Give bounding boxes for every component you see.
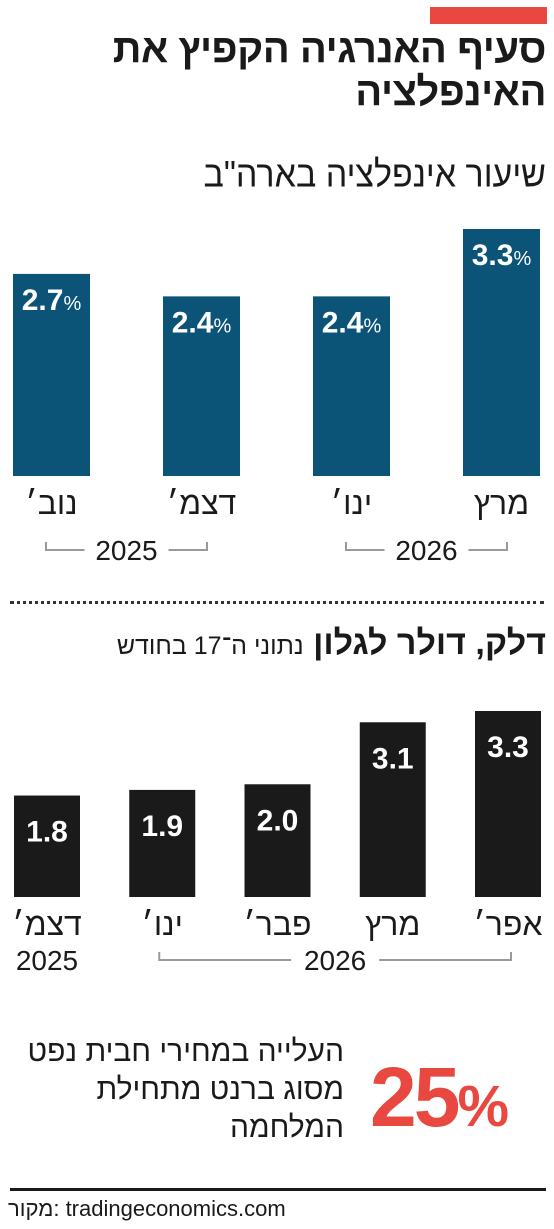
year-label: 2025 bbox=[95, 535, 157, 566]
fuel-category-label: מרץ bbox=[365, 906, 420, 942]
fuel-bar bbox=[475, 711, 541, 897]
inflation-value-unit: % bbox=[363, 315, 381, 337]
fuel-category-label: פבר׳ bbox=[243, 906, 311, 942]
inflation-value-unit: % bbox=[513, 248, 531, 270]
section-divider bbox=[10, 601, 544, 604]
fuel-chart: 1.8 דצמ׳ 1.9 ינו׳ 2.0 פבר׳ 3.1 מרץ 3.3 אפר׳ 2025 20… bbox=[12, 711, 543, 976]
inflation-category-label: מרץ bbox=[474, 485, 529, 521]
year-label: 2026 bbox=[304, 945, 366, 976]
fuel-value-label: 3.3 bbox=[487, 731, 529, 764]
fuel-bar bbox=[359, 722, 426, 897]
year-bracket bbox=[45, 542, 208, 551]
inflation-bar bbox=[463, 229, 540, 476]
inflation-bar bbox=[313, 296, 390, 476]
brent-increase-label: העלייה במחירי חבית נפט מסוג ברנט מתחילת … bbox=[27, 1035, 344, 1144]
fuel-category-label: דצמ׳ bbox=[12, 906, 81, 942]
fuel-chart-title: דלק, דולר לגלון נתוני ה־17 בחודש bbox=[117, 624, 546, 663]
fuel-chart-note: נתוני ה־17 בחודש bbox=[116, 632, 304, 660]
source-rule bbox=[10, 1188, 546, 1191]
source-credit: מקור: tradingeconomics.com bbox=[8, 1196, 286, 1221]
year-bracket bbox=[345, 542, 508, 551]
fuel-bar bbox=[244, 784, 311, 897]
inflation-bar bbox=[163, 296, 240, 476]
inflation-value-number: 2.4 bbox=[172, 306, 214, 339]
inflation-value-number: 2.4 bbox=[322, 306, 364, 339]
headline: סעיף האנרגיה הקפיץ את האינפלציה bbox=[112, 27, 547, 114]
fuel-bar bbox=[14, 795, 80, 897]
year-bracket bbox=[158, 952, 512, 961]
inflation-category-label: דצמ׳ bbox=[167, 485, 236, 521]
fuel-value-label: 1.8 bbox=[26, 816, 68, 849]
accent-bar bbox=[430, 7, 547, 24]
year-label: 2026 bbox=[395, 535, 457, 566]
inflation-value-unit: % bbox=[63, 293, 81, 315]
fuel-value-label: 1.9 bbox=[141, 810, 183, 843]
inflation-bar bbox=[13, 273, 90, 476]
inflation-chart-title: שיעור אינפלציה בארה"ב bbox=[203, 154, 546, 196]
fuel-chart-title-text: דלק, דולר לגלון bbox=[313, 624, 546, 662]
inflation-value-label: 2.4% bbox=[322, 306, 382, 339]
inflation-category-label: נוב׳ bbox=[25, 485, 77, 521]
fuel-value-label: 2.0 bbox=[257, 804, 299, 837]
inflation-value-label: 3.3% bbox=[472, 239, 532, 272]
inflation-value-number: 2.7 bbox=[22, 284, 64, 317]
inflation-value-label: 2.4% bbox=[172, 306, 232, 339]
fuel-category-label: אפר׳ bbox=[473, 906, 542, 942]
fuel-bar bbox=[129, 789, 196, 897]
brent-increase-value: 25% bbox=[370, 1055, 550, 1149]
fuel-value-label: 3.1 bbox=[372, 742, 414, 775]
inflation-value-unit: % bbox=[213, 315, 231, 337]
inflation-chart: 2.7% נוב׳ 2.4% דצמ׳ 2.4% ינו׳ 3.3% מרץ 2025 2026 bbox=[13, 229, 540, 566]
fuel-category-label: ינו׳ bbox=[142, 906, 183, 942]
brent-increase-unit: % bbox=[457, 1074, 509, 1139]
year-label: 2025 bbox=[16, 945, 78, 976]
inflation-category-label: ינו׳ bbox=[331, 485, 372, 521]
inflation-value-label: 2.7% bbox=[22, 284, 82, 317]
inflation-value-number: 3.3 bbox=[472, 239, 514, 272]
brent-increase-number: 25 bbox=[370, 1050, 460, 1144]
